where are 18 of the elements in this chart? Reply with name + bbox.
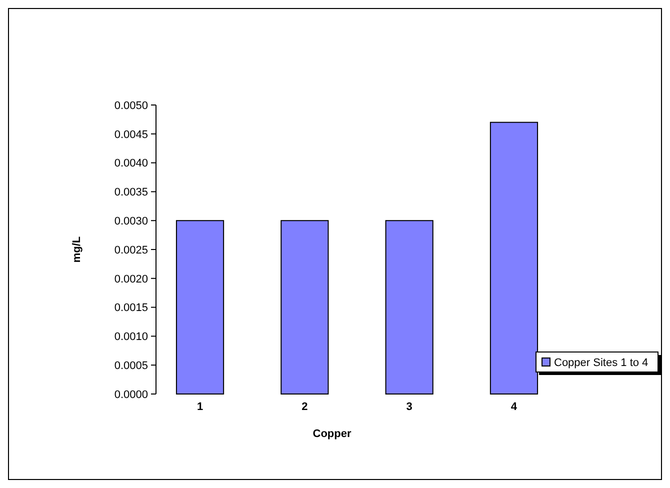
y-tick-label: 0.0010 xyxy=(114,331,148,344)
y-tick-label: 0.0045 xyxy=(114,128,148,141)
y-tick-label: 0.0050 xyxy=(114,100,148,112)
y-tick-label: 0.0005 xyxy=(114,360,148,372)
y-tick-label: 0.0030 xyxy=(114,215,148,228)
y-tick-label: 0.0015 xyxy=(114,302,148,314)
y-axis-title: mg/L xyxy=(71,236,83,263)
x-tick-label: 1 xyxy=(196,401,204,413)
x-tick-label: 4 xyxy=(510,401,518,413)
y-tick-label: 0.0000 xyxy=(114,388,148,401)
y-tick-label: 0.0040 xyxy=(114,158,148,170)
x-axis-title: Copper xyxy=(312,428,352,440)
x-tick-label: 2 xyxy=(302,401,308,413)
x-tick-label: 3 xyxy=(406,401,412,413)
y-tick-label: 0.0020 xyxy=(114,273,148,286)
legend-label: Copper Sites 1 to 4 xyxy=(554,357,648,369)
y-tick-label: 0.0035 xyxy=(114,186,148,199)
y-tick-label: 0.0025 xyxy=(114,244,148,256)
